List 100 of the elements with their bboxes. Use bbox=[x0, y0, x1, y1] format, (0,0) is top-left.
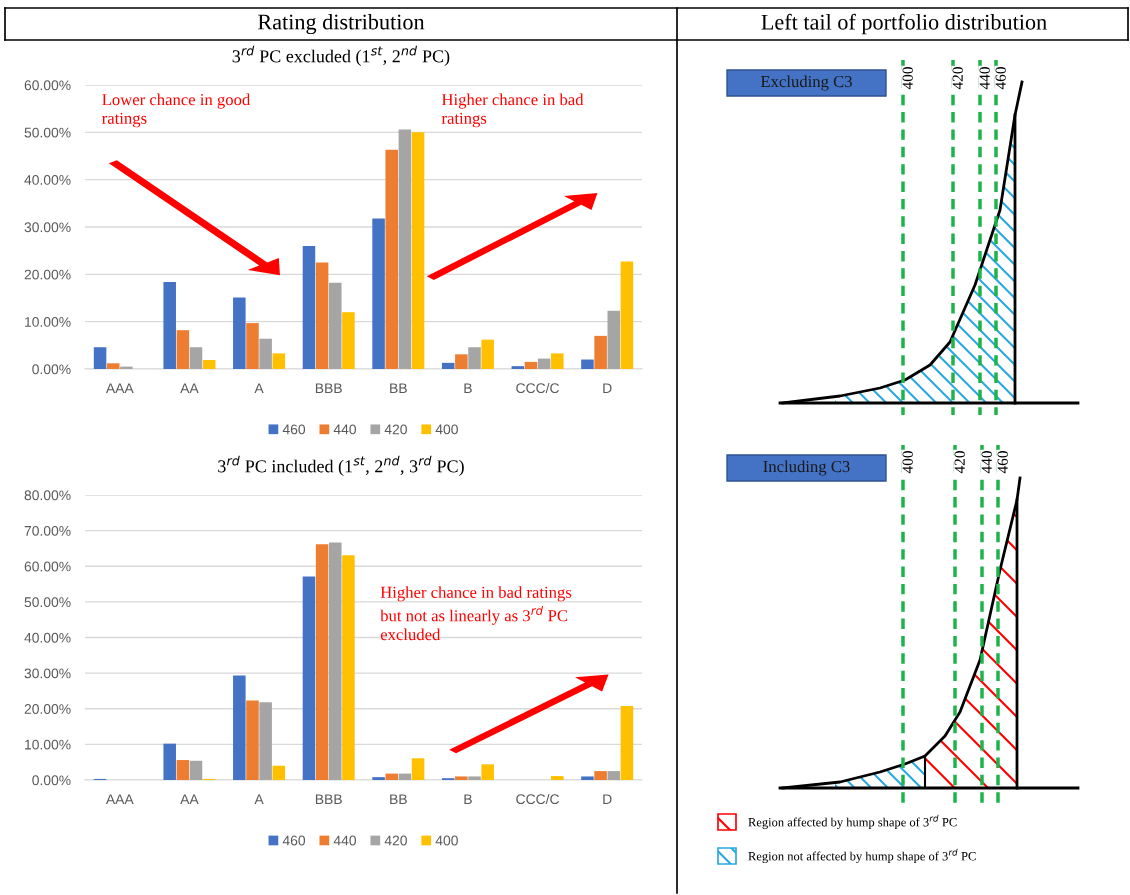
y-tick-label: 40.00% bbox=[24, 175, 71, 185]
bar bbox=[468, 347, 481, 369]
text: 420 bbox=[952, 67, 963, 90]
x-tick-label: CCC/C bbox=[516, 382, 560, 394]
legend-label: 420 bbox=[384, 424, 407, 435]
bar bbox=[385, 773, 398, 780]
x-tick-label: AAA bbox=[105, 794, 134, 804]
bar bbox=[272, 353, 286, 369]
bar bbox=[315, 544, 329, 780]
bar bbox=[607, 310, 621, 369]
bar bbox=[163, 743, 176, 780]
bar bbox=[594, 335, 607, 369]
x-tick-label: B bbox=[464, 794, 472, 804]
x-tick-label: B bbox=[464, 383, 472, 393]
bar bbox=[259, 338, 272, 369]
x-tick-label: A bbox=[254, 794, 264, 804]
bar bbox=[455, 776, 468, 780]
bar bbox=[551, 353, 564, 369]
text: 420 bbox=[954, 451, 965, 474]
x-tick-label: D bbox=[603, 383, 612, 393]
bar bbox=[524, 361, 538, 369]
text: Left tail of portfolio distribution bbox=[761, 13, 1047, 35]
bar bbox=[372, 777, 385, 780]
bar bbox=[411, 132, 425, 369]
y-tick-label: 30.00% bbox=[24, 668, 71, 679]
bar bbox=[594, 771, 607, 780]
chart-title: Rating distribution bbox=[258, 13, 425, 35]
x-tick-label: A bbox=[254, 383, 264, 393]
x-tick-label: BBB bbox=[315, 794, 342, 804]
bar bbox=[259, 702, 272, 780]
text: 440 bbox=[981, 451, 992, 474]
bar bbox=[455, 354, 468, 369]
y-tick-label: 0.00% bbox=[32, 364, 71, 375]
bar bbox=[106, 363, 120, 369]
text: 400 bbox=[902, 67, 913, 90]
text: Region not affected by hump shape of 3$^{rd}$ PC bbox=[748, 848, 976, 864]
annotation: Higher chance in bad ratings bbox=[441, 93, 584, 128]
x-tick-label: AAA bbox=[105, 383, 134, 393]
chart-subtitle: 3$^{rd}$ PC excluded (1$^{st}$, 2$^{nd}$ PC) bbox=[232, 45, 450, 67]
annotation: Lower chance in good ratings bbox=[102, 93, 251, 128]
legend-label: 400 bbox=[435, 424, 458, 435]
y-tick-label: 10.00% bbox=[25, 739, 71, 750]
y-tick-label: 70.00% bbox=[24, 525, 71, 536]
text: Higher chance in bad ratings but not as linearly as 3$^{rd}$ PC excluded bbox=[380, 586, 572, 641]
bar bbox=[581, 776, 594, 780]
bar bbox=[233, 675, 246, 780]
bar bbox=[411, 758, 425, 780]
y-tick-label: 50.00% bbox=[24, 127, 71, 138]
bar bbox=[511, 366, 525, 369]
legend-label: 460 bbox=[282, 424, 306, 435]
bar bbox=[468, 776, 481, 780]
text: Excluding C3 bbox=[760, 75, 852, 91]
bar bbox=[246, 700, 259, 780]
y-tick-label: 40.00% bbox=[24, 632, 71, 643]
y-tick-label: 60.00% bbox=[24, 561, 71, 572]
legend-label: 460 bbox=[282, 835, 306, 846]
y-tick-label: 60.00% bbox=[24, 80, 71, 91]
y-tick-label: 80.00% bbox=[24, 490, 71, 501]
text: Region affected by hump shape of 3$^{rd}$ PC bbox=[748, 814, 957, 830]
bar bbox=[342, 312, 355, 369]
y-tick-label: 20.00% bbox=[24, 704, 71, 714]
bar bbox=[398, 773, 412, 780]
bar bbox=[607, 771, 621, 780]
text: 460 bbox=[997, 451, 1008, 474]
chart-title: 3$^{rd}$ PC included (1$^{st}$, 2$^{nd}$, 3$^{rd}$ PC) bbox=[218, 455, 464, 477]
bar bbox=[163, 281, 176, 369]
bar bbox=[385, 149, 398, 369]
y-tick-label: 0.00% bbox=[32, 775, 71, 786]
bar bbox=[176, 760, 190, 780]
bar bbox=[398, 129, 412, 369]
bar bbox=[302, 245, 316, 369]
text: Including C3 bbox=[763, 460, 850, 476]
x-tick-label: BBB bbox=[315, 383, 342, 393]
bar bbox=[481, 764, 494, 780]
bar bbox=[315, 262, 329, 369]
bar bbox=[246, 323, 259, 369]
bar bbox=[537, 358, 551, 369]
bar bbox=[189, 347, 203, 369]
legend-label: 440 bbox=[333, 424, 357, 435]
x-tick-label: BB bbox=[390, 794, 407, 804]
text: 440 bbox=[979, 67, 990, 90]
x-tick-label: D bbox=[603, 794, 612, 804]
bar bbox=[189, 760, 203, 780]
bar bbox=[551, 776, 564, 780]
y-tick-label: 20.00% bbox=[24, 269, 71, 280]
y-tick-label: 50.00% bbox=[24, 597, 71, 608]
bar bbox=[481, 339, 494, 369]
bar bbox=[620, 261, 634, 369]
bar bbox=[329, 282, 342, 369]
bar bbox=[441, 362, 455, 369]
text: 400 bbox=[902, 451, 913, 474]
bar bbox=[93, 347, 107, 369]
legend-label: 400 bbox=[435, 835, 458, 846]
bar bbox=[272, 765, 286, 780]
text: 460 bbox=[995, 67, 1006, 90]
y-tick-label: 30.00% bbox=[24, 222, 71, 233]
x-tick-label: AA bbox=[180, 794, 199, 804]
bar bbox=[202, 360, 216, 369]
y-tick-label: 10.00% bbox=[25, 317, 71, 327]
bar bbox=[302, 576, 316, 780]
